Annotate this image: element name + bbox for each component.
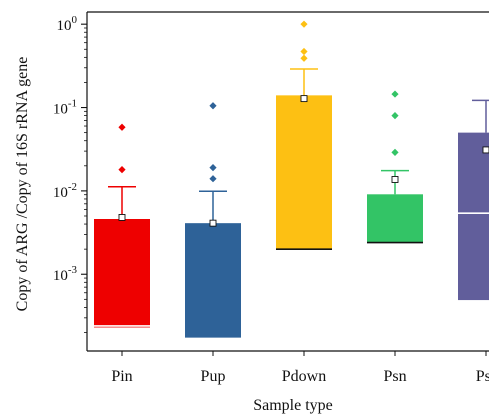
axes-layer: Pin Pup Pdown Psn Psf 10-3 10-2 10-1 100 (53, 11, 489, 385)
outlier-pup-2 (209, 102, 217, 110)
y-tick-label-1: 10-2 (53, 181, 77, 201)
mean-marker-pup (209, 219, 217, 227)
mean-marker-pin (118, 214, 126, 221)
outlier-pin-0 (118, 166, 126, 174)
category-label-pin: Pin (111, 368, 132, 385)
outlier-psn-0 (391, 148, 399, 156)
outlier-pup-1 (209, 164, 217, 172)
category-label-pup: Pup (201, 368, 226, 385)
outlier-pdown-2 (300, 20, 308, 28)
outlier-psn-2 (391, 90, 399, 98)
box-pup (185, 223, 241, 339)
category-label-psn: Psn (383, 368, 406, 385)
outlier-psn-1 (391, 112, 399, 120)
y-tick-label-0: 10-3 (53, 264, 78, 284)
box-pin (94, 219, 150, 328)
mean-marker-psf (482, 146, 489, 154)
mean-marker-psn (391, 176, 399, 183)
box-layer (94, 20, 489, 340)
box-psn (367, 194, 423, 243)
y-axis-title: Copy of ARG /Copy of 16S rRNA gene (14, 57, 31, 312)
y-tick-label-3: 100 (57, 14, 78, 34)
category-label-psf: Psf (476, 368, 489, 385)
outlier-pdown-1 (300, 47, 308, 56)
box-psf (458, 132, 489, 301)
outlier-pin-1 (118, 123, 126, 131)
box-pdown (276, 95, 332, 250)
outlier-pup-0 (209, 175, 217, 183)
y-tick-label-2: 10-1 (53, 98, 77, 118)
x-axis-title: Sample type (253, 397, 333, 414)
category-label-pdown: Pdown (282, 368, 326, 385)
outlier-pdown-0 (300, 54, 308, 62)
mean-marker-pdown (300, 95, 308, 103)
